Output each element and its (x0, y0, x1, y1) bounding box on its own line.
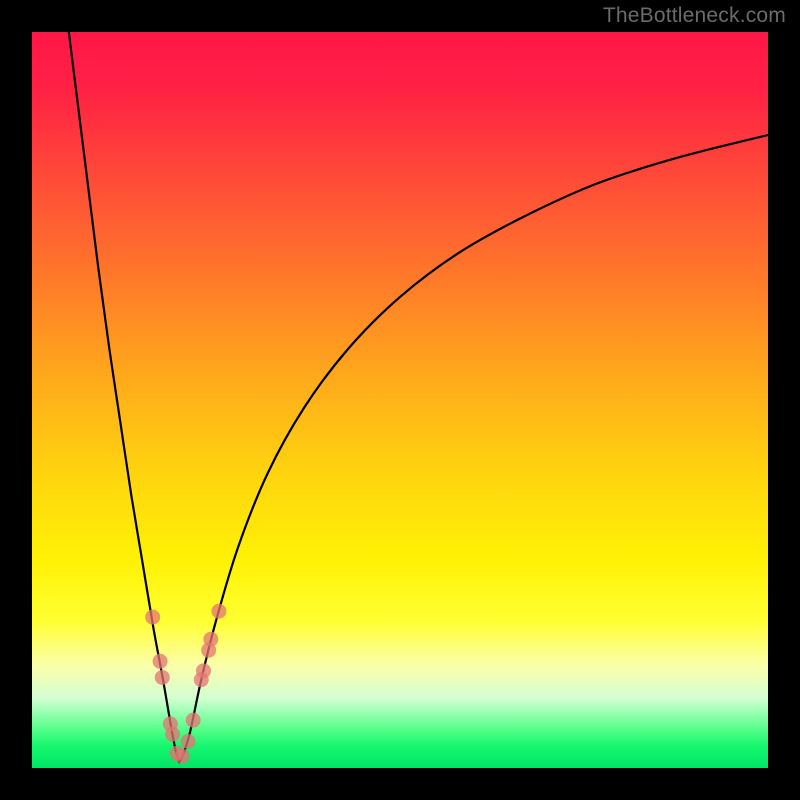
data-marker (196, 663, 211, 678)
curve-right (179, 135, 768, 762)
curve-left (69, 32, 179, 762)
data-marker (153, 654, 168, 669)
chart-frame (32, 32, 768, 768)
data-marker (186, 713, 201, 728)
data-marker (175, 749, 190, 764)
data-marker (165, 727, 180, 742)
data-marker (155, 670, 170, 685)
data-marker (211, 604, 226, 619)
chart-svg (32, 32, 768, 768)
data-marker (181, 734, 196, 749)
data-marker (203, 632, 218, 647)
watermark-text: TheBottleneck.com (603, 4, 786, 28)
data-marker (145, 610, 160, 625)
